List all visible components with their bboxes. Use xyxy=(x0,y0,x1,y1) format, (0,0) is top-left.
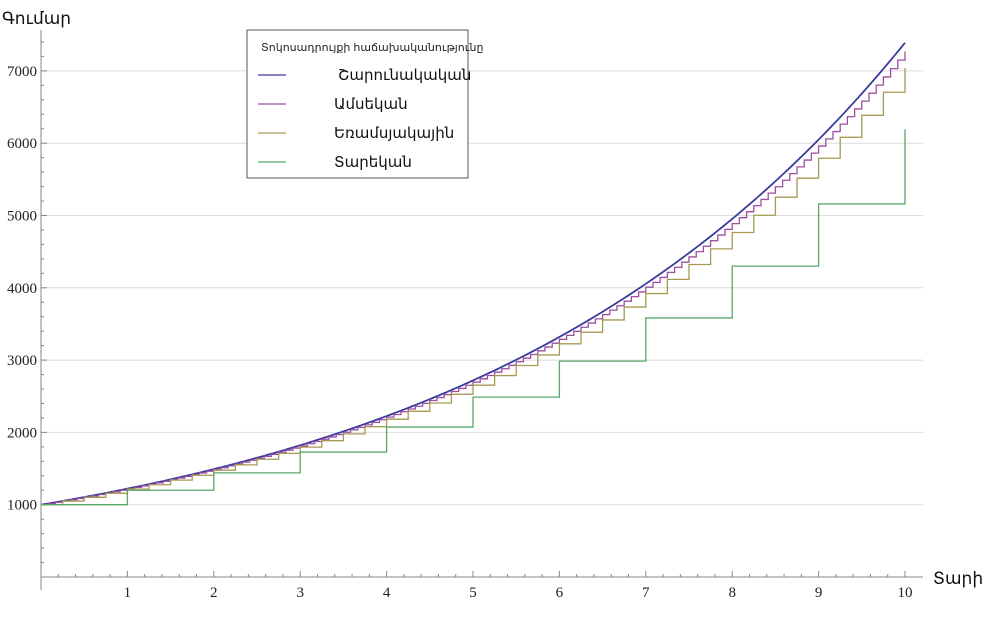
legend-entry: Ամսեկան xyxy=(334,96,408,113)
legend-title: Տոկոսադրույքի հաճախականությունը xyxy=(261,42,483,54)
y-tick-label: 5000 xyxy=(7,209,37,225)
y-tick-label: 6000 xyxy=(7,136,37,152)
x-tick-label: 3 xyxy=(296,585,304,601)
x-tick-label: 8 xyxy=(728,585,736,601)
series-line xyxy=(41,129,906,506)
x-tick-label: 10 xyxy=(898,585,913,601)
y-tick-label: 7000 xyxy=(7,64,37,80)
axes xyxy=(40,30,923,590)
legend-entry: Տարեկան xyxy=(334,154,412,171)
series-line xyxy=(41,68,906,506)
y-tick-label: 1000 xyxy=(7,498,37,514)
x-tick-label: 4 xyxy=(383,585,391,601)
legend: Տոկոսադրույքի հաճախականությունը Շարունակ… xyxy=(246,29,483,179)
legend-entry: Շարունակական xyxy=(338,67,471,84)
y-tick-label: 2000 xyxy=(7,425,37,441)
x-tick-label: 2 xyxy=(210,585,218,601)
series-lines xyxy=(40,42,906,506)
y-axis-label: Գումար xyxy=(2,9,71,28)
x-tick-label: 6 xyxy=(556,585,564,601)
x-axis-label: Տարի xyxy=(933,569,983,588)
series-line xyxy=(40,42,906,506)
y-tick-label: 3000 xyxy=(7,353,37,369)
legend-entry: Եռամսյակային xyxy=(334,125,454,142)
grid-lines xyxy=(41,70,923,506)
x-tick-label: 1 xyxy=(124,585,132,601)
ticks: 1000 2000 3000 4000 5000 6000 7000 1 2 3 4 5 6 7 8 9 10 xyxy=(7,41,913,601)
x-tick-label: 5 xyxy=(469,585,477,601)
y-tick-label: 4000 xyxy=(7,281,37,297)
series-line xyxy=(41,51,906,506)
x-tick-label: 7 xyxy=(642,585,650,601)
x-tick-label: 9 xyxy=(815,585,823,601)
